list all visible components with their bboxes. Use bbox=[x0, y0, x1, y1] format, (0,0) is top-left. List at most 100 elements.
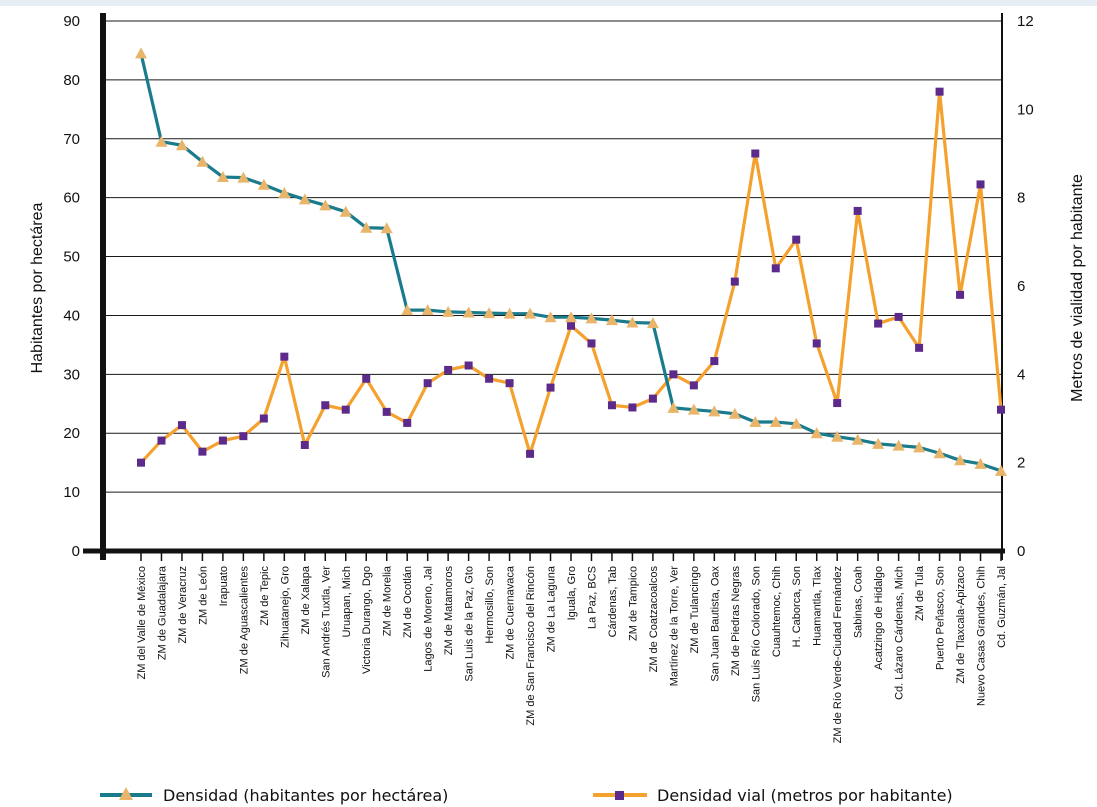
series-1-point bbox=[751, 149, 760, 158]
y-tick-label: 70 bbox=[63, 131, 80, 148]
x-tick-label: Hermosillo, Son bbox=[484, 566, 496, 644]
x-tick-label: ZM de Ocotlán bbox=[402, 566, 414, 638]
series-0-point bbox=[380, 222, 393, 234]
series-0-point bbox=[749, 416, 762, 428]
series-1-point bbox=[505, 379, 514, 388]
series-0-point bbox=[216, 171, 229, 183]
x-tick-label: Sabinas, Coah bbox=[853, 566, 865, 638]
series-1-point bbox=[218, 436, 227, 445]
x-tick-label: Irapuato bbox=[218, 566, 230, 606]
x-tick-label: ZM de Tlaxcala-Apizaco bbox=[955, 566, 967, 684]
x-tick-label: ZM de Piedras Negras bbox=[730, 566, 742, 677]
series-1-point bbox=[567, 321, 575, 330]
y2-tick-label: 4 bbox=[1017, 366, 1025, 383]
series-1-point bbox=[812, 339, 821, 348]
series-0-point bbox=[421, 304, 434, 316]
x-tick-label: Cd. Lázaro Cárdenas, Mich bbox=[894, 566, 906, 700]
series-0-point bbox=[708, 405, 721, 417]
x-tick-label: San Luis de la Paz, Gto bbox=[464, 566, 476, 682]
series-1-point bbox=[157, 436, 166, 445]
series-0-point bbox=[851, 433, 864, 445]
series-line-0 bbox=[139, 53, 1002, 473]
series-1-point bbox=[137, 458, 145, 467]
series-0-point bbox=[462, 306, 475, 318]
series-0-point bbox=[339, 205, 352, 217]
legend-label: Densidad (habitantes por hectárea) bbox=[163, 786, 448, 805]
series-1-point bbox=[833, 399, 842, 408]
series-0-point bbox=[196, 155, 209, 167]
series-1-point bbox=[976, 180, 985, 189]
x-tick-label: Lagos de Moreno, Jal bbox=[423, 566, 435, 672]
legend-label: Densidad vial (metros por habitante) bbox=[657, 786, 953, 805]
x-tick-label: Victoria Durango, Dgo bbox=[361, 566, 373, 674]
x-tick-label: ZM de San Francisco del Rincón bbox=[525, 566, 537, 726]
x-tick-label: ZM de La Laguna bbox=[546, 565, 558, 652]
series-1-point bbox=[280, 352, 289, 361]
x-tick-label: Nuevo Casas Grandes, Chih bbox=[976, 566, 988, 706]
series-0-point bbox=[769, 416, 782, 428]
series-0-point bbox=[687, 403, 700, 415]
series-0-point bbox=[995, 464, 1007, 476]
x-tick-label: Uruapan, Mich bbox=[341, 566, 353, 638]
x-tick-label: Martínez de la Torre, Ver bbox=[668, 566, 680, 687]
series-1-point bbox=[259, 414, 268, 423]
y-tick-label: 0 bbox=[72, 543, 80, 560]
y-tick-label: 80 bbox=[63, 72, 80, 89]
y2-tick-label: 6 bbox=[1017, 278, 1025, 295]
series-1-point bbox=[464, 361, 473, 370]
series-0-point bbox=[565, 311, 577, 323]
series-1-point bbox=[300, 441, 309, 449]
series-1-point bbox=[771, 264, 780, 273]
y2-axis-ticks: 0 2 4 6 8 10 12 bbox=[1017, 13, 1034, 560]
series-0-point bbox=[544, 311, 557, 323]
series-1-point bbox=[689, 381, 698, 390]
series-0-point bbox=[605, 314, 618, 326]
series-1-point bbox=[423, 379, 432, 388]
series-0-point bbox=[442, 305, 455, 317]
series-1-point bbox=[526, 449, 535, 458]
series-1-point bbox=[956, 290, 965, 299]
x-tick-label: Zihuatanejo, Gro bbox=[279, 566, 291, 648]
series-0-point bbox=[810, 427, 823, 439]
series-0-point bbox=[913, 441, 926, 453]
x-tick-label: ZM de Aguascalientes bbox=[238, 566, 250, 675]
y-tick-label: 10 bbox=[63, 484, 80, 501]
x-tick-label: San Luis Río Colorado, Son bbox=[750, 566, 762, 702]
series-0-point bbox=[278, 186, 291, 198]
x-tick-label: Acatzingo de Hidalgo bbox=[873, 566, 885, 670]
x-tick-label: Cuauhtemoc, Chih bbox=[771, 566, 783, 657]
x-tick-label: La Paz, BCS bbox=[586, 566, 598, 629]
axes bbox=[83, 13, 1005, 561]
x-tick-label: San Juan Bautista, Oax bbox=[709, 566, 721, 682]
series-0-point bbox=[360, 221, 373, 233]
series-0-point bbox=[626, 316, 639, 328]
series-0-point bbox=[483, 307, 496, 319]
x-tick-label: ZM de Guadalajara bbox=[156, 565, 168, 660]
series-1-point bbox=[628, 403, 637, 412]
series-1-point bbox=[239, 432, 248, 441]
x-tick-label: Huamantla, Tlax bbox=[812, 566, 824, 646]
x-tick-label: ZM de Veracruz bbox=[177, 566, 189, 644]
legend-swatch-marker bbox=[615, 791, 624, 800]
series-0-point bbox=[646, 317, 659, 329]
series-1-point bbox=[792, 235, 801, 244]
series-0-point bbox=[155, 135, 168, 147]
series-1-point bbox=[669, 370, 678, 379]
series-0-point bbox=[503, 307, 516, 319]
x-tick-label: Cd. Guzmán, Jal bbox=[996, 566, 1008, 648]
x-tick-label: Puerto Peñasco, Son bbox=[935, 566, 947, 670]
series-1-point bbox=[648, 394, 657, 403]
series-0-point bbox=[135, 47, 147, 59]
series-1-point bbox=[710, 357, 719, 366]
x-tick-label: Cárdenas, Tab bbox=[607, 566, 619, 637]
x-tick-label: ZM de Río Verde-Ciudad Fernández bbox=[832, 566, 844, 743]
series-1-point bbox=[874, 319, 883, 328]
series-1-point bbox=[444, 365, 453, 374]
series-0-point bbox=[667, 401, 680, 413]
x-axis-labels: ZM del Valle de México ZM de Guadalajara Z… bbox=[136, 565, 1008, 743]
y-tick-label: 50 bbox=[63, 249, 80, 266]
series-0-point bbox=[728, 407, 741, 419]
y-tick-label: 60 bbox=[63, 190, 80, 207]
series-0-point bbox=[831, 430, 844, 442]
